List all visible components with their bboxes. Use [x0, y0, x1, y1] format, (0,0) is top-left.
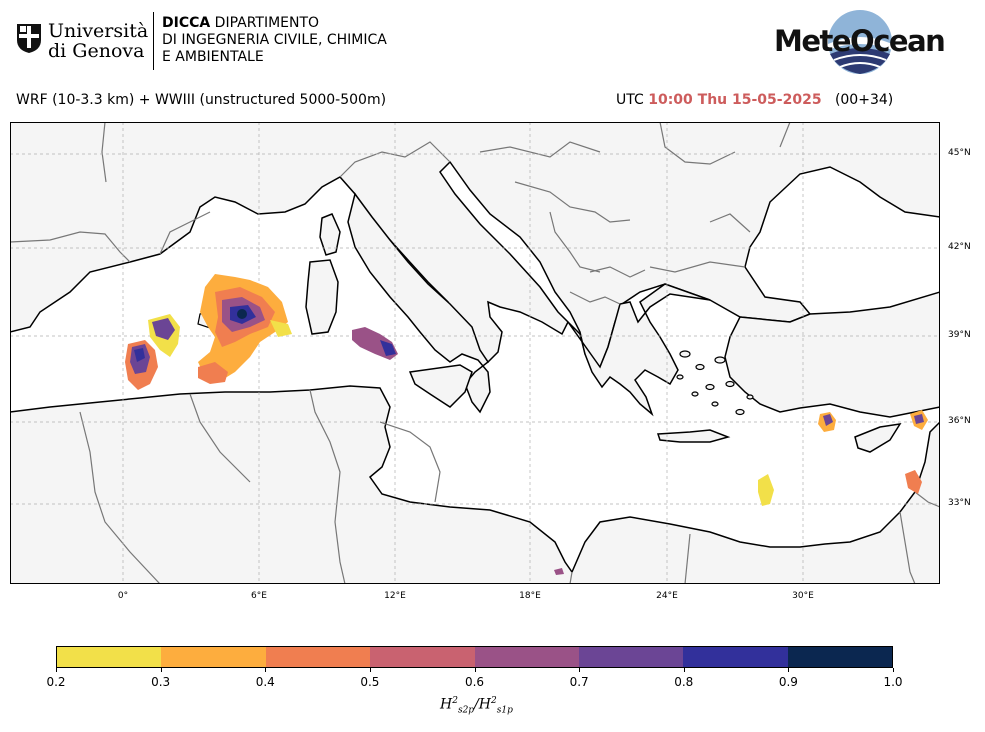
field-balearic-darkest	[237, 309, 247, 319]
wave-ratio-field	[125, 274, 928, 575]
field-west-2-core	[152, 318, 175, 340]
unige-logo: Università di Genova	[14, 14, 154, 64]
land-balkans-greece	[567, 283, 711, 417]
country-borders	[10, 122, 940, 584]
lon-tick-18e: 18°E	[519, 591, 541, 601]
colorbar-label: H2s2p/H2s1p	[440, 696, 513, 716]
map-frame	[10, 122, 940, 584]
dicca-line1: DIPARTIMENTO	[210, 15, 320, 31]
colorbar-tick-label: 0.4	[255, 675, 275, 689]
lon-tick-0: 0°	[117, 591, 129, 601]
colorbar-tick-label: 0.2	[46, 675, 66, 689]
field-levant-south	[905, 470, 922, 494]
field-gulf-sirte	[554, 568, 564, 575]
colorbar-segment	[370, 647, 475, 667]
colorbar-tick-label: 0.5	[360, 675, 380, 689]
colorbar-tick-label: 0.9	[778, 675, 798, 689]
land-europe	[10, 122, 940, 369]
colorbar-tickmark	[56, 668, 57, 672]
colorbar-tickmark	[160, 668, 162, 672]
unige-name-line1: Università	[48, 20, 149, 42]
colorbar-tickmark	[369, 668, 371, 672]
colorbar-tick-label: 1.0	[883, 675, 903, 689]
unige-shield-icon	[17, 24, 41, 53]
colorbar-tick-label: 0.8	[674, 675, 694, 689]
colorbar-tickmark	[683, 668, 685, 672]
map-panel	[10, 122, 940, 584]
colorbar-segment	[787, 647, 892, 667]
field-west-3	[198, 362, 228, 384]
aegean-islands	[676, 350, 754, 416]
colorbar-tick-label: 0.6	[464, 675, 485, 689]
lon-tick-6e: 6°E	[251, 591, 267, 601]
land-anatolia	[724, 291, 940, 418]
colorbar-segment	[578, 647, 684, 667]
forecast-step: (00+34)	[834, 92, 894, 108]
meteocean-wordmark: MeteOcean	[774, 24, 946, 58]
land-sardinia	[305, 259, 339, 335]
logo-divider	[153, 12, 154, 70]
field-balearic-yellow	[270, 320, 292, 337]
field-tyrrhenian-core	[380, 340, 396, 356]
colorbar-tick-label: 0.3	[151, 675, 171, 689]
forecast-time-title: UTC 10:00 Thu 15-05-2025 (00+34)	[616, 92, 893, 108]
field-west-1-dark	[134, 348, 145, 362]
land-crete	[656, 429, 731, 443]
unige-name-line2: di Genova	[48, 40, 145, 62]
forecast-time: 10:00 Thu 15-05-2025	[648, 92, 822, 108]
land-corsica	[319, 213, 341, 256]
dicca-logo-text: DICCA DIPARTIMENTO DI INGEGNERIA CIVILE,…	[162, 15, 387, 66]
lat-tick-36: 36°N	[948, 416, 971, 426]
lon-tick-24e: 24°E	[656, 591, 678, 601]
dicca-line2: DI INGEGNERIA CIVILE, CHIMICA	[162, 32, 387, 48]
colorbar-segment	[57, 647, 162, 667]
meteocean-logo: MeteOcean	[772, 10, 946, 76]
land-africa	[10, 385, 940, 584]
colorbar-segment	[474, 647, 579, 667]
colorbar-tickmark	[474, 668, 476, 672]
utc-label: UTC	[616, 92, 644, 108]
dicca-line3: E AMBIENTALE	[162, 49, 264, 65]
colorbar-tick-label: 0.7	[569, 675, 589, 689]
field-libya	[758, 474, 774, 506]
lat-tick-45: 45°N	[948, 148, 971, 158]
colorbar-segment	[683, 647, 788, 667]
lon-tick-12e: 12°E	[384, 591, 406, 601]
lon-tick-30e: 30°E	[792, 591, 814, 601]
land-italy	[347, 192, 491, 414]
land-cyprus	[854, 423, 902, 453]
dicca-acronym: DICCA	[162, 15, 211, 31]
colorbar-tickmark	[265, 668, 267, 672]
colorbar	[56, 646, 893, 668]
lat-tick-33: 33°N	[948, 498, 971, 508]
colorbar-segment	[265, 647, 371, 667]
colorbar-tickmark	[788, 668, 790, 672]
lat-tick-39: 39°N	[948, 330, 971, 340]
land-sicily	[408, 364, 473, 408]
colorbar-tickmark	[893, 668, 894, 672]
field-rhodes-east-core	[823, 414, 833, 426]
field-levant-north-core	[914, 414, 924, 424]
meteocean-globe-icon	[828, 10, 892, 74]
colorbar-tickmark	[579, 668, 581, 672]
lat-tick-42: 42°N	[948, 242, 971, 252]
model-title: WRF (10-3.3 km) + WWIII (unstructured 50…	[16, 92, 387, 108]
colorbar-segment	[161, 647, 266, 667]
